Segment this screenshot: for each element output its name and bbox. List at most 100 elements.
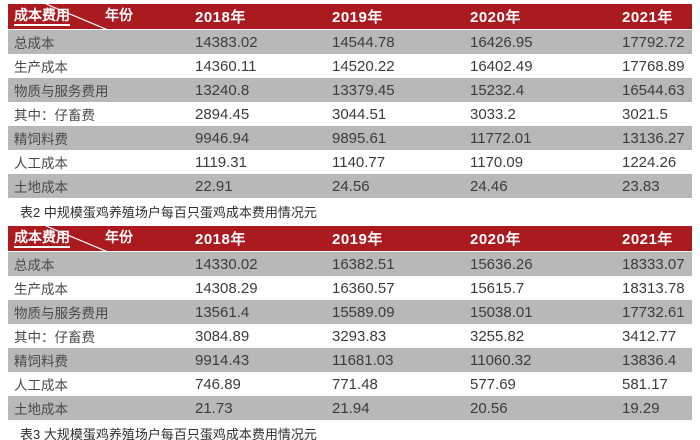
- value-cell: 13561.4: [195, 303, 250, 321]
- value-cell: 18333.07: [622, 255, 685, 273]
- value-cell: 16382.51: [332, 255, 395, 273]
- value-cell: 11060.32: [470, 351, 532, 369]
- value-cell: 3044.51: [332, 105, 387, 123]
- year-column-header: 2018年: [195, 9, 246, 26]
- value-cell: 15636.26: [470, 255, 533, 273]
- corner-cost-label: 成本费用: [14, 8, 70, 26]
- value-cell: 16544.63: [622, 81, 685, 99]
- value-cell: 3255.82: [470, 327, 525, 345]
- table-row: 土地成本 21.73 21.94 20.56 19.29: [8, 396, 692, 420]
- value-cell: 1119.31: [195, 153, 247, 171]
- table-row: 其中：仔畜费 3084.89 3293.83 3255.82 3412.77: [8, 324, 692, 348]
- year-column-header: 2018年: [195, 231, 246, 248]
- year-column-header: 2020年: [470, 231, 521, 248]
- value-cell: 11681.03: [332, 351, 394, 369]
- value-cell: 2894.45: [195, 105, 250, 123]
- table-row: 人工成本 746.89 771.48 577.69 581.17: [8, 372, 692, 396]
- table2-caption: 表2 中规模蛋鸡养殖场户每百只蛋鸡成本费用情况元: [20, 205, 317, 220]
- row-label-cell: 精饲料费: [14, 132, 68, 147]
- corner-cost-label: 成本费用: [14, 230, 70, 248]
- value-cell: 24.46: [470, 177, 508, 195]
- value-cell: 1224.26: [622, 153, 677, 171]
- table-row: 总成本 14330.02 16382.51 15636.26 18333.07: [8, 252, 692, 276]
- value-cell: 3293.83: [332, 327, 387, 345]
- table3-caption: 表3 大规模蛋鸡养殖场户每百只蛋鸡成本费用情况元: [20, 427, 317, 440]
- row-label-cell: 人工成本: [14, 156, 68, 171]
- value-cell: 22.91: [195, 177, 233, 195]
- value-cell: 15038.01: [470, 303, 533, 321]
- diagonal-divider-line: [45, 226, 108, 251]
- value-cell: 19.29: [622, 399, 660, 417]
- header-corner-cell: 成本费用 年份: [8, 226, 193, 251]
- diagonal-divider-line: [45, 4, 108, 29]
- table-header-row: 成本费用 年份 2018年 2019年 2020年 2021年: [8, 4, 692, 30]
- value-cell: 9914.43: [195, 351, 250, 369]
- table-row: 精饲料费 9914.43 11681.03 11060.32 13836.4: [8, 348, 692, 372]
- cost-table-large-scale: 成本费用 年份 2018年 2019年 2020年 2021年 总成本 1433…: [8, 226, 692, 420]
- cost-table-medium-scale: 成本费用 年份 2018年 2019年 2020年 2021年 总成本 1438…: [8, 4, 692, 198]
- value-cell: 13240.8: [195, 81, 250, 99]
- value-cell: 14383.02: [195, 33, 258, 51]
- value-cell: 13136.27: [622, 129, 685, 147]
- table-header-row: 成本费用 年份 2018年 2019年 2020年 2021年: [8, 226, 692, 252]
- value-cell: 14330.02: [195, 255, 258, 273]
- table-row: 人工成本 1119.31 1140.77 1170.09 1224.26: [8, 150, 692, 174]
- table-row: 物质与服务费用 13240.8 13379.45 15232.4 16544.6…: [8, 78, 692, 102]
- value-cell: 15589.09: [332, 303, 395, 321]
- row-label-cell: 生产成本: [14, 60, 68, 75]
- row-label-cell: 其中：仔畜费: [14, 330, 95, 345]
- corner-year-label: 年份: [105, 229, 133, 245]
- value-cell: 771.48: [332, 375, 378, 393]
- value-cell: 16360.57: [332, 279, 395, 297]
- corner-year-label: 年份: [105, 7, 133, 23]
- value-cell: 13379.45: [332, 81, 395, 99]
- value-cell: 18313.78: [622, 279, 685, 297]
- value-cell: 746.89: [195, 375, 241, 393]
- value-cell: 16402.49: [470, 57, 533, 75]
- value-cell: 17792.72: [622, 33, 685, 51]
- table-row: 物质与服务费用 13561.4 15589.09 15038.01 17732.…: [8, 300, 692, 324]
- row-label-cell: 人工成本: [14, 378, 68, 393]
- value-cell: 17768.89: [622, 57, 685, 75]
- value-cell: 14544.78: [332, 33, 395, 51]
- row-label-cell: 精饲料费: [14, 354, 68, 369]
- value-cell: 17732.61: [622, 303, 685, 321]
- year-column-header: 2021年: [622, 231, 673, 248]
- table-row: 总成本 14383.02 14544.78 16426.95 17792.72: [8, 30, 692, 54]
- row-label-cell: 其中：仔畜费: [14, 108, 95, 123]
- year-column-header: 2019年: [332, 231, 383, 248]
- table-row: 生产成本 14308.29 16360.57 15615.7 18313.78: [8, 276, 692, 300]
- row-label-cell: 土地成本: [14, 402, 68, 417]
- value-cell: 9895.61: [332, 129, 387, 147]
- table-row: 生产成本 14360.11 14520.22 16402.49 17768.89: [8, 54, 692, 78]
- value-cell: 1140.77: [332, 153, 386, 171]
- value-cell: 13836.4: [622, 351, 677, 369]
- table-row: 土地成本 22.91 24.56 24.46 23.83: [8, 174, 692, 198]
- value-cell: 11772.01: [470, 129, 532, 147]
- header-corner-cell: 成本费用 年份: [8, 4, 193, 29]
- table-row: 精饲料费 9946.94 9895.61 11772.01 13136.27: [8, 126, 692, 150]
- row-label-cell: 总成本: [14, 258, 55, 273]
- row-label-cell: 生产成本: [14, 282, 68, 297]
- value-cell: 21.94: [332, 399, 370, 417]
- value-cell: 15232.4: [470, 81, 525, 99]
- value-cell: 577.69: [470, 375, 516, 393]
- row-label-cell: 总成本: [14, 36, 55, 51]
- year-column-header: 2019年: [332, 9, 383, 26]
- value-cell: 581.17: [622, 375, 668, 393]
- value-cell: 9946.94: [195, 129, 250, 147]
- value-cell: 1170.09: [470, 153, 524, 171]
- value-cell: 3021.5: [622, 105, 668, 123]
- row-label-cell: 物质与服务费用: [14, 84, 109, 99]
- year-column-header: 2021年: [622, 9, 673, 26]
- row-label-cell: 物质与服务费用: [14, 306, 109, 321]
- value-cell: 21.73: [195, 399, 233, 417]
- value-cell: 20.56: [470, 399, 508, 417]
- row-label-cell: 土地成本: [14, 180, 68, 195]
- value-cell: 14520.22: [332, 57, 395, 75]
- year-column-header: 2020年: [470, 9, 521, 26]
- table-row: 其中：仔畜费 2894.45 3044.51 3033.2 3021.5: [8, 102, 692, 126]
- value-cell: 23.83: [622, 177, 660, 195]
- value-cell: 3084.89: [195, 327, 250, 345]
